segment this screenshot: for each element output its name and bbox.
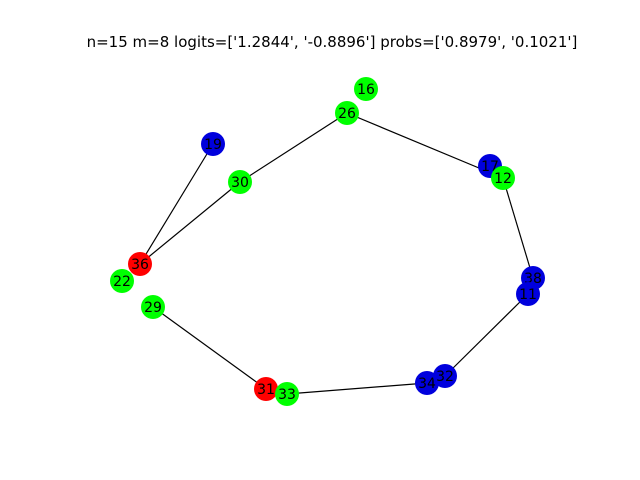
node-label: 36 <box>131 257 149 273</box>
node-36: 36 <box>128 252 152 276</box>
node-label: 29 <box>144 300 162 316</box>
node-30: 30 <box>228 170 252 194</box>
node-label: 12 <box>494 171 512 187</box>
graph-title: n=15 m=8 logits=['1.2844', '-0.8896'] pr… <box>86 33 578 51</box>
node-12: 12 <box>491 166 515 190</box>
node-29: 29 <box>141 295 165 319</box>
node-16: 16 <box>354 77 378 101</box>
edge-19-36 <box>139 143 214 265</box>
node-circle <box>275 382 299 406</box>
node-circle <box>354 77 378 101</box>
node-circle <box>335 101 359 125</box>
node-label: 19 <box>204 137 222 153</box>
node-circle <box>415 371 439 395</box>
node-label: 22 <box>113 274 131 290</box>
node-circle <box>141 295 165 319</box>
node-11: 11 <box>516 282 540 306</box>
node-circle <box>491 166 515 190</box>
node-26: 26 <box>335 101 359 125</box>
node-label: 33 <box>278 387 296 403</box>
edge-11-32 <box>444 293 529 377</box>
node-circle <box>516 282 540 306</box>
node-circle <box>254 377 278 401</box>
node-33: 33 <box>275 382 299 406</box>
node-label: 11 <box>519 287 537 303</box>
edge-layer <box>139 112 534 395</box>
node-label: 16 <box>357 82 375 98</box>
node-label: 34 <box>418 376 436 392</box>
node-circle <box>228 170 252 194</box>
node-19: 19 <box>201 132 225 156</box>
node-label: 32 <box>436 369 454 385</box>
node-circle <box>110 269 134 293</box>
edge-12-38 <box>502 177 534 279</box>
node-circle <box>433 364 457 388</box>
node-circle <box>201 132 225 156</box>
node-label: 31 <box>257 382 275 398</box>
node-31: 31 <box>254 377 278 401</box>
node-22: 22 <box>110 269 134 293</box>
node-label: 30 <box>231 175 249 191</box>
node-32: 32 <box>433 364 457 388</box>
edge-29-31 <box>152 306 267 390</box>
node-circle <box>128 252 152 276</box>
edge-33-34 <box>286 382 428 395</box>
edge-26-30 <box>239 112 348 183</box>
node-label: 26 <box>338 106 356 122</box>
edge-30-36 <box>139 181 241 265</box>
edge-26-12 <box>346 112 504 179</box>
node-34: 34 <box>415 371 439 395</box>
